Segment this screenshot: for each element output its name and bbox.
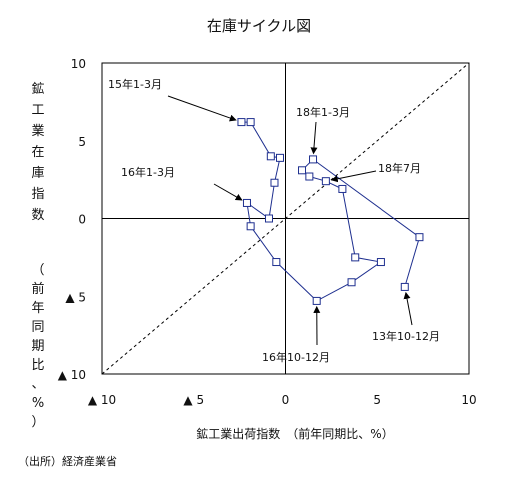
x-tick-labels: ▲ 10 ▲ 5 0 5 10 <box>88 393 477 407</box>
y-tick-label: 10 <box>71 57 86 71</box>
annotation-label: 16年10-12月 <box>262 350 330 364</box>
x-axis-label: 鉱工業出荷指数 （前年同期比、%） <box>196 426 393 441</box>
data-point <box>266 152 275 161</box>
data-point <box>270 178 279 187</box>
x-tick-label: 5 <box>373 393 381 407</box>
data-point <box>275 153 284 162</box>
data-point <box>237 118 246 127</box>
x-tick-label: ▲ 10 <box>88 393 116 407</box>
data-point <box>321 177 330 186</box>
data-point <box>309 155 318 164</box>
data-point <box>298 166 307 175</box>
y-axis-label-main: 鉱工業在庫指数 <box>31 81 44 223</box>
y-tick-label: ▲ 10 <box>58 368 86 382</box>
series-line <box>241 121 421 302</box>
y-axis-label-paren: （前年同期比、%） <box>31 263 44 430</box>
diagonal-reference-line <box>101 62 470 375</box>
y-tick-label: 0 <box>78 213 86 227</box>
data-point <box>246 118 255 127</box>
data-point <box>305 172 314 181</box>
data-point <box>312 296 321 305</box>
y-tick-label: ▲ 5 <box>65 290 86 304</box>
annotation-label: 18年1-3月 <box>296 105 350 119</box>
data-point <box>246 222 255 231</box>
series-markers <box>237 118 424 305</box>
data-point <box>400 282 409 291</box>
x-tick-label: 10 <box>461 393 476 407</box>
annotation-label: 15年1-3月 <box>108 77 162 91</box>
data-point <box>415 233 424 242</box>
source-note: （出所）経済産業省 <box>18 454 117 468</box>
y-tick-labels: 10 5 0 ▲ 5 ▲ 10 <box>58 57 86 382</box>
data-point <box>376 258 385 267</box>
y-tick-label: 5 <box>78 135 86 149</box>
annotation-label: 13年10-12月 <box>372 329 440 343</box>
annotation-label: 18年7月 <box>378 161 421 175</box>
x-tick-label: ▲ 5 <box>183 393 204 407</box>
data-point <box>347 278 356 287</box>
annotation-label: 16年1-3月 <box>121 165 175 179</box>
data-point <box>242 198 251 207</box>
x-tick-label: 0 <box>282 393 290 407</box>
annotation-arrow <box>167 95 237 122</box>
annotation-arrow <box>310 121 318 155</box>
chart-title: 在庫サイクル図 <box>207 17 311 35</box>
annotations: 15年1-3月 18年1-3月 16年1-3月 18年7月 16年10-12月 13年10… <box>108 77 440 364</box>
data-point <box>338 184 347 193</box>
data-point <box>264 214 273 223</box>
annotation-arrow <box>330 170 377 183</box>
data-point <box>351 253 360 262</box>
annotation-arrow <box>403 291 413 326</box>
y-axis-label: 鉱工業在庫指数 （前年同期比、%） <box>31 81 44 430</box>
annotation-arrow <box>213 183 243 201</box>
data-point <box>272 258 281 267</box>
